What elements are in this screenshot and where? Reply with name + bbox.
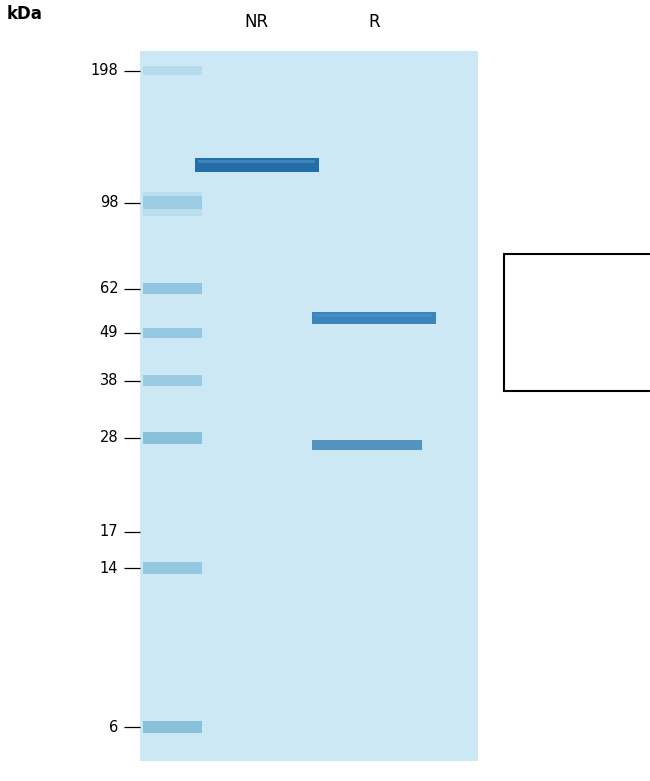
Text: 6: 6 (109, 720, 118, 735)
Bar (143, 196, 202, 209)
Bar (140, 51, 478, 761)
Bar (143, 284, 202, 294)
Bar (143, 200, 202, 208)
Text: 2.5 μg loading: 2.5 μg loading (512, 273, 607, 287)
Bar (143, 328, 202, 338)
Text: R: R (368, 13, 380, 31)
Bar (504, 254, 650, 390)
Bar (143, 562, 202, 574)
Bar (143, 432, 202, 444)
Text: 49: 49 (100, 326, 118, 341)
Bar (312, 312, 436, 324)
Text: 28: 28 (99, 430, 118, 445)
Text: 38: 38 (100, 373, 118, 388)
Bar (143, 192, 202, 200)
Bar (143, 721, 202, 733)
Text: NR: NR (244, 13, 269, 31)
Bar (195, 158, 318, 172)
Text: 98: 98 (100, 195, 118, 210)
Text: R = Reduced: R = Reduced (512, 355, 598, 368)
Bar (143, 208, 202, 216)
Text: 17: 17 (99, 524, 118, 539)
Bar (315, 314, 432, 317)
Bar (312, 440, 422, 450)
Text: 198: 198 (90, 63, 118, 78)
Bar (143, 66, 202, 75)
Text: 14: 14 (100, 561, 118, 576)
Bar (143, 376, 202, 386)
Text: kDa: kDa (6, 5, 42, 23)
Text: 62: 62 (99, 281, 118, 296)
Text: NR = Non-reduced: NR = Non-reduced (512, 314, 636, 327)
Bar (198, 159, 315, 163)
